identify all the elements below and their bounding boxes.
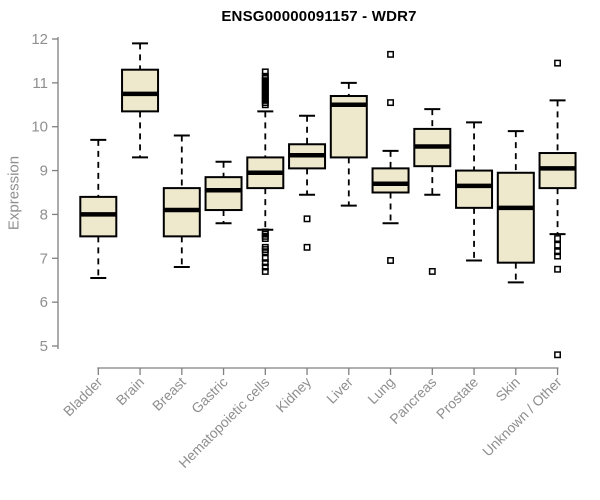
x-tick-label: Liver [323,374,356,407]
y-tick-label: 11 [32,75,48,92]
boxplot-group-pancreas [413,108,452,275]
x-tick-label: Unknown / Other [479,374,565,460]
outlier-point [554,252,561,260]
outlier-point [554,351,561,359]
y-tick-label: 10 [31,119,48,136]
outlier-point [303,243,311,251]
outlier-point [387,50,395,58]
iqr-box [204,176,243,212]
x-tick-label: Kidney [273,374,315,416]
outlier-point [261,235,269,243]
boxplot-group-skin [496,130,535,284]
y-tick-label: 8 [40,206,48,223]
outlier-point [261,248,269,256]
boxplot-group-hematopoietic-cells [246,68,285,275]
x-tick-label: Brain [113,374,147,408]
chart-title: ENSG00000091157 - WDR7 [221,8,417,25]
outlier-point [303,215,311,223]
outlier-point [261,68,269,76]
boxplot-group-kidney [288,114,327,251]
y-tick-label: 9 [40,163,48,180]
x-tick-label: Bladder [60,374,106,420]
outlier-point [261,259,269,267]
boxplot-group-prostate [455,121,494,262]
outlier-point [554,235,561,243]
x-tick-label: Prostate [433,374,481,422]
boxplot-group-lung [371,50,410,264]
outlier-point [261,254,269,262]
outlier-point [387,99,395,107]
outlier-point [554,59,561,67]
y-tick-label: 5 [40,338,48,355]
boxplot-group-bladder [79,138,118,280]
outlier-point [554,248,561,256]
boxplot-group-liver [329,81,368,207]
boxplot-group-brain [121,42,160,159]
boxplot-group-breast [162,134,201,269]
iqr-box [371,167,410,194]
outlier-point [261,263,269,271]
outlier-point [554,241,561,249]
outlier-point [261,267,269,275]
iqr-box [455,169,494,209]
boxplot-group-gastric [204,160,243,225]
outlier-point [261,101,269,109]
iqr-box [121,68,160,113]
outlier-point [428,267,436,275]
y-tick-label: 7 [40,250,48,267]
outlier-point [387,257,395,264]
outlier-point [554,265,561,273]
iqr-box [496,171,535,264]
x-tick-label: Lung [364,374,397,407]
x-tick-label: Skin [492,374,523,405]
y-tick-label: 12 [31,31,48,48]
x-tick-label: Breast [149,374,189,414]
y-tick-label: 6 [40,294,48,311]
boxplot-group-unknown-other [538,59,577,359]
